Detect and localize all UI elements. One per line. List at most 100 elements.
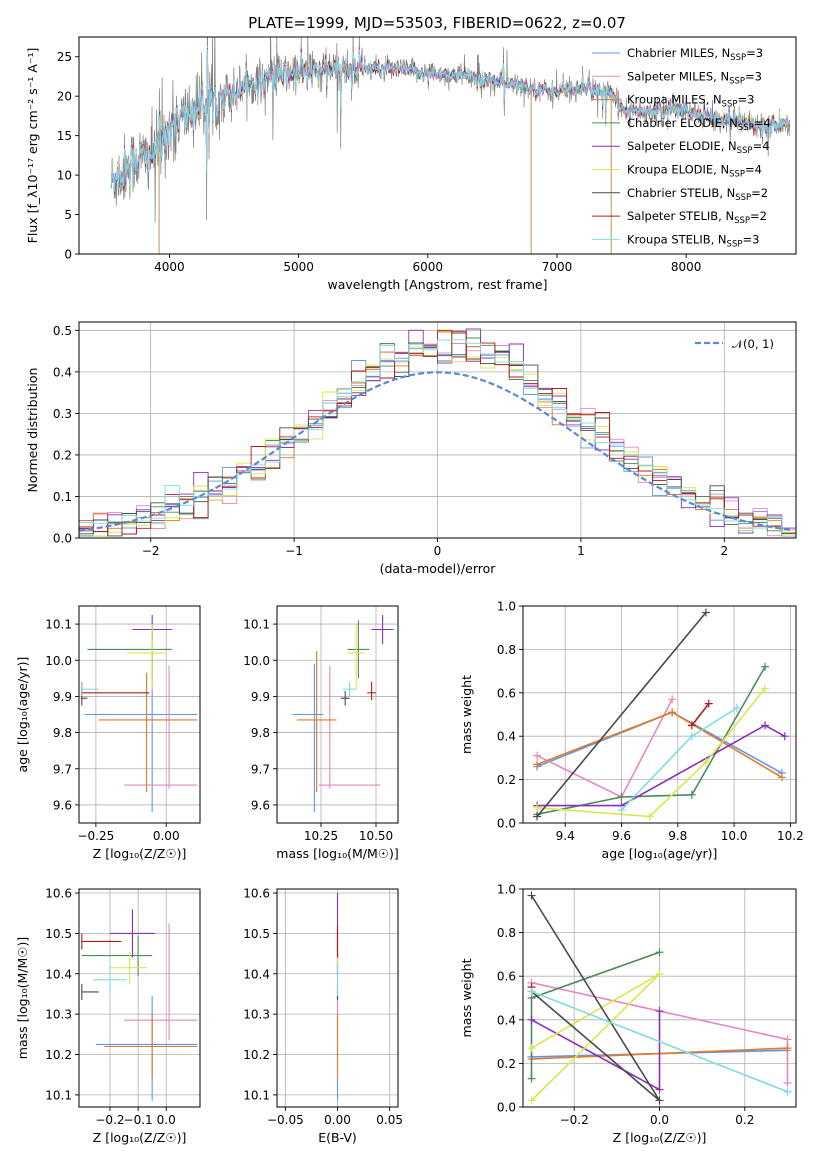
errorbar-point	[81, 983, 99, 1001]
y-tick-label: 10.0	[243, 654, 270, 668]
x-tick-label: 10.2	[777, 829, 804, 843]
y-tick-label: 10.1	[45, 1088, 72, 1102]
legend-entry: Chabrier ELODIE, NSSP=4	[627, 116, 771, 133]
weight-point	[687, 721, 696, 730]
y-tick-label: 9.9	[53, 690, 72, 704]
errorbar-point	[109, 951, 147, 984]
x-tick-label: 7000	[542, 260, 573, 274]
x-tick-label: 0.05	[376, 1113, 403, 1127]
y-axis-label: age [log₁₀(age/yr)]	[15, 657, 30, 773]
x-tick-label: 8000	[671, 260, 702, 274]
weight-point	[527, 1044, 536, 1053]
y-tick-label: 10.2	[45, 1048, 72, 1062]
y-axis-label: Normed distribution	[25, 368, 40, 493]
weight-point	[668, 708, 677, 717]
y-tick-label: 0.8	[497, 643, 516, 657]
weight-series	[527, 970, 664, 1105]
plot-frame	[78, 36, 797, 255]
y-tick-label: 10.5	[243, 927, 270, 941]
y-tick-label: 0	[64, 248, 72, 262]
weight-point	[783, 1044, 792, 1053]
mass-vs-EBV-panel: −0.05 0.00 0.05 10.1 10.2 10.3 10.4 10.5 10.6 E(B…	[243, 887, 403, 1145]
weight-point	[783, 1079, 792, 1088]
y-tick-label: 10	[57, 169, 72, 183]
plot-frame	[522, 605, 797, 824]
y-tick-label: 0.8	[497, 926, 516, 940]
weight-point	[761, 721, 770, 730]
legend-entry: Kroupa STELIB, NSSP=3	[627, 232, 759, 249]
errorbar-point	[340, 690, 350, 706]
errorbar-point	[296, 651, 337, 793]
weight-point	[732, 703, 741, 712]
legend-entry: Chabrier STELIB, NSSP=2	[627, 186, 768, 203]
y-tick-label: 1.0	[497, 883, 516, 897]
y-tick-label: 0.3	[53, 407, 72, 421]
legend-entry: Salpeter ELODIE, NSSP=4	[627, 139, 770, 156]
x-tick-label: 1	[577, 544, 585, 558]
x-tick-label: −0.05	[267, 1113, 304, 1127]
x-tick-label: −0.2	[95, 1113, 124, 1127]
weight-line	[536, 698, 673, 799]
errorbar-point	[81, 681, 99, 697]
x-axis-label: (data-model)/error	[380, 561, 497, 576]
weight-point	[617, 792, 626, 801]
y-axis-label: mass weight	[459, 675, 474, 754]
x-tick-label: −0.1	[124, 1113, 153, 1127]
figure-title: PLATE=1999, MJD=53503, FIBERID=0622, z=0…	[248, 14, 626, 32]
weight-line	[691, 703, 710, 726]
errorbar-point	[104, 1014, 198, 1079]
x-tick-label: 9.6	[612, 829, 631, 843]
x-tick-label: 9.8	[668, 829, 687, 843]
errorbar-point	[347, 624, 365, 690]
x-tick-label: 4000	[154, 260, 185, 274]
y-tick-label: 0.4	[53, 365, 72, 379]
errorbar-point	[81, 935, 153, 976]
y-tick-label: 10.4	[45, 967, 72, 981]
weight-series	[533, 708, 786, 782]
weight-line	[531, 990, 788, 1093]
weight-point	[527, 1096, 536, 1105]
x-axis-label: mass [log₁₀(M/M☉)]	[276, 846, 398, 861]
y-tick-label: 15	[57, 129, 72, 143]
y-tick-label: 9.9	[251, 690, 270, 704]
y-tick-label: 0.2	[497, 773, 516, 787]
y-axis-label: Flux [f_λ10⁻¹⁷ erg cm⁻² s⁻¹ A⁻¹]	[25, 48, 40, 244]
weight-line	[530, 973, 661, 1102]
weight-point	[655, 1085, 664, 1094]
errorbar-point	[126, 624, 167, 690]
weight-point	[668, 695, 677, 704]
plot-frame	[78, 605, 201, 824]
plot-frame	[78, 888, 201, 1108]
errorbar-point	[347, 620, 370, 679]
weight-line	[537, 687, 766, 818]
y-axis-label: mass weight	[459, 958, 474, 1037]
y-tick-label: 10.3	[243, 1008, 270, 1022]
weight-line	[537, 724, 786, 807]
y-tick-label: 0.0	[497, 817, 516, 831]
x-tick-label: 2	[720, 544, 728, 558]
legend-entry: Salpeter STELIB, NSSP=2	[627, 209, 767, 226]
x-tick-label: −0.25	[77, 829, 114, 843]
legend-entry: Chabrier MILES, NSSP=3	[627, 46, 763, 63]
weight-line	[530, 951, 660, 1079]
age-vs-Z-panel: −0.25 0.00 9.6 9.7 9.8 9.9 10.0 10.1 Z [log₁₀(Z/…	[15, 605, 201, 861]
y-tick-label: 0.6	[497, 970, 516, 984]
weight-point	[533, 751, 542, 760]
residual-histogram	[79, 328, 796, 537]
y-tick-label: 10.1	[243, 618, 270, 632]
x-tick-label: 0.0	[650, 1113, 669, 1127]
weight-point	[527, 891, 536, 900]
errorbar-point	[343, 681, 357, 697]
y-tick-label: 10.2	[243, 1048, 270, 1062]
weight-vs-Z-panel: −0.2 0.0 0.2 0.0 0.2 0.4 0.6 0.8 1.0 Z [log₁₀(Z/Z…	[459, 883, 797, 1145]
weight-point	[655, 948, 664, 957]
weight-point	[701, 758, 710, 767]
model-spectrum	[110, 49, 790, 192]
x-tick-label: 6000	[413, 260, 444, 274]
x-tick-label: 0.2	[735, 1113, 754, 1127]
y-axis-label: mass [log₁₀(M/M☉)]	[15, 937, 30, 1059]
x-tick-label: 0.00	[153, 829, 180, 843]
y-tick-label: 10.4	[243, 967, 270, 981]
weight-point	[783, 1035, 792, 1044]
plot-frame	[276, 605, 399, 824]
